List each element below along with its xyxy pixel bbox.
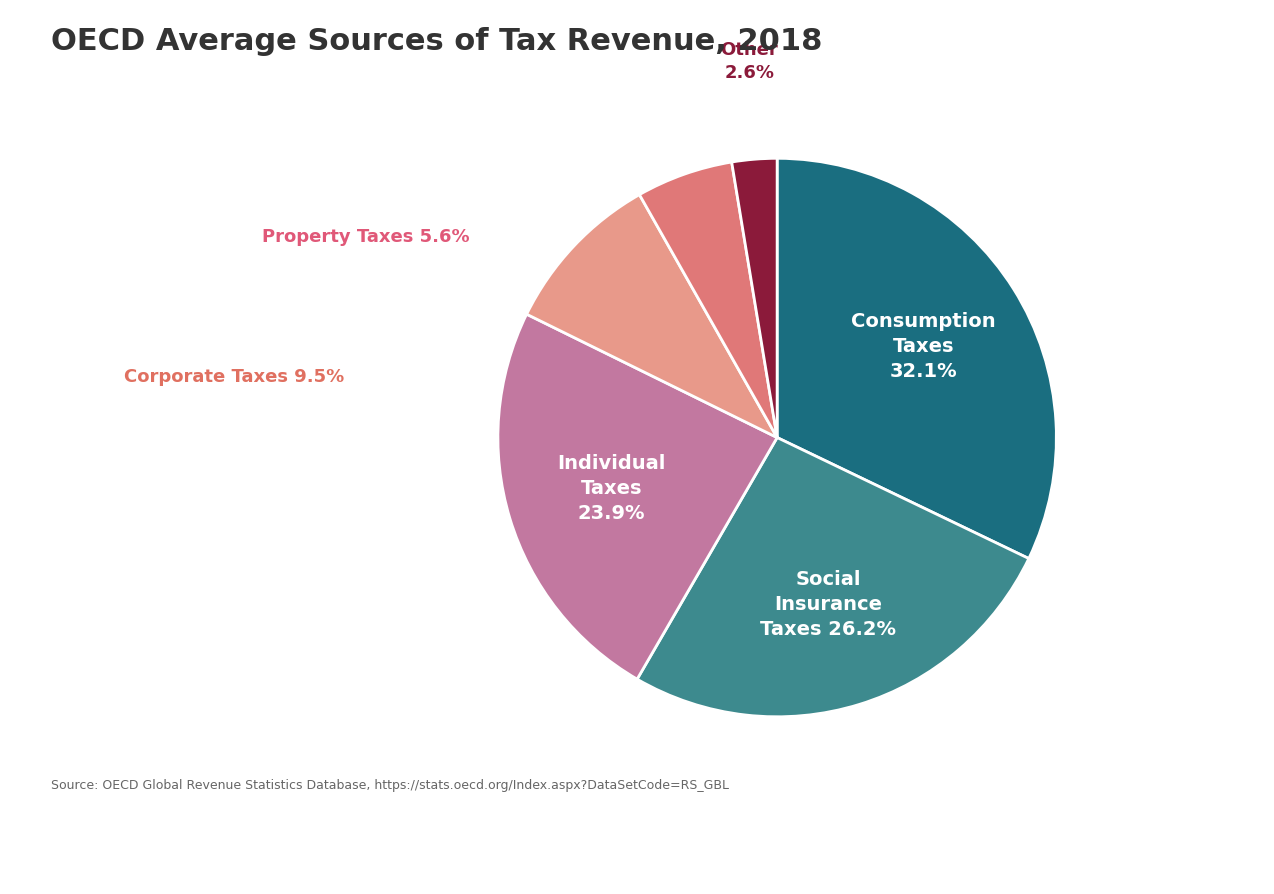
Text: Corporate Taxes 9.5%: Corporate Taxes 9.5%	[124, 367, 344, 385]
Text: @TaxFoundation: @TaxFoundation	[1089, 855, 1255, 873]
Wedge shape	[777, 159, 1056, 559]
Text: Individual
Taxes
23.9%: Individual Taxes 23.9%	[557, 454, 665, 523]
Wedge shape	[637, 438, 1029, 717]
Text: Other
2.6%: Other 2.6%	[720, 41, 778, 81]
Text: TAX FOUNDATION: TAX FOUNDATION	[19, 855, 197, 873]
Wedge shape	[498, 315, 777, 679]
Text: Property Taxes 5.6%: Property Taxes 5.6%	[262, 228, 470, 246]
Text: OECD Average Sources of Tax Revenue, 2018: OECD Average Sources of Tax Revenue, 201…	[51, 27, 822, 55]
Text: Consumption
Taxes
32.1%: Consumption Taxes 32.1%	[851, 311, 996, 381]
Wedge shape	[526, 196, 777, 438]
Wedge shape	[640, 163, 777, 438]
Text: Source: OECD Global Revenue Statistics Database, https://stats.oecd.org/Index.as: Source: OECD Global Revenue Statistics D…	[51, 778, 729, 791]
Text: Social
Insurance
Taxes 26.2%: Social Insurance Taxes 26.2%	[761, 569, 896, 637]
Wedge shape	[731, 159, 777, 438]
